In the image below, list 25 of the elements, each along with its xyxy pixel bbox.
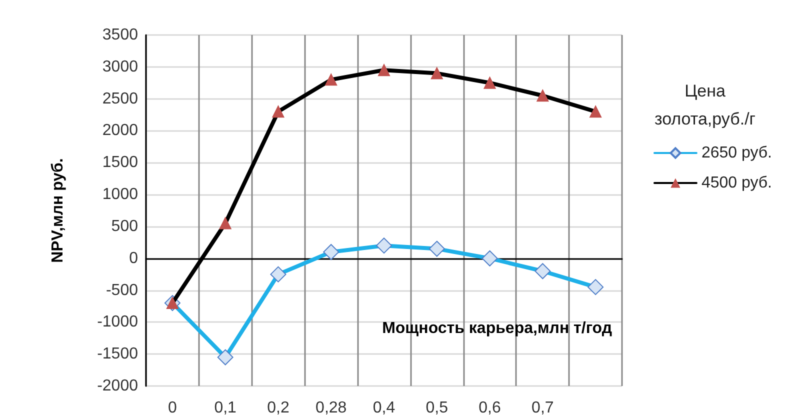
y-tick-label: 2000 [102, 122, 138, 140]
x-tick-label: 0,5 [426, 400, 448, 416]
x-tick-label: 0,28 [316, 400, 347, 416]
y-tick-label: 3500 [102, 26, 138, 44]
y-tick-label: -1500 [97, 346, 138, 363]
y-tick-label: 0 [129, 250, 138, 267]
x-tick-label: 0,4 [372, 400, 396, 416]
legend-label: 2650 руб. [701, 144, 772, 162]
y-tick-label: 3000 [102, 58, 138, 76]
y-tick-label: -1000 [97, 314, 138, 331]
y-tick-label: 2500 [102, 90, 138, 108]
legend-label: 4500 руб. [701, 174, 772, 192]
x-tick-label: 0,1 [214, 400, 237, 416]
y-axis-title: NPV,млн руб. [50, 158, 66, 263]
x-tick-label: 0,2 [267, 400, 290, 416]
y-tick-label: 500 [111, 218, 138, 235]
x-tick-label: 0,7 [532, 400, 554, 416]
x-tick-label: 0,6 [478, 400, 501, 416]
y-tick-label: 1000 [102, 186, 138, 204]
y-tick-label: -500 [106, 282, 138, 299]
x-axis-title: Мощность карьера,млн т/год [382, 320, 612, 337]
x-tick-label: 0 [168, 400, 177, 416]
y-tick-label: 1500 [102, 154, 138, 172]
y-tick-label: -2000 [97, 378, 138, 394]
legend-title: Цена золота,руб./г [654, 82, 756, 128]
